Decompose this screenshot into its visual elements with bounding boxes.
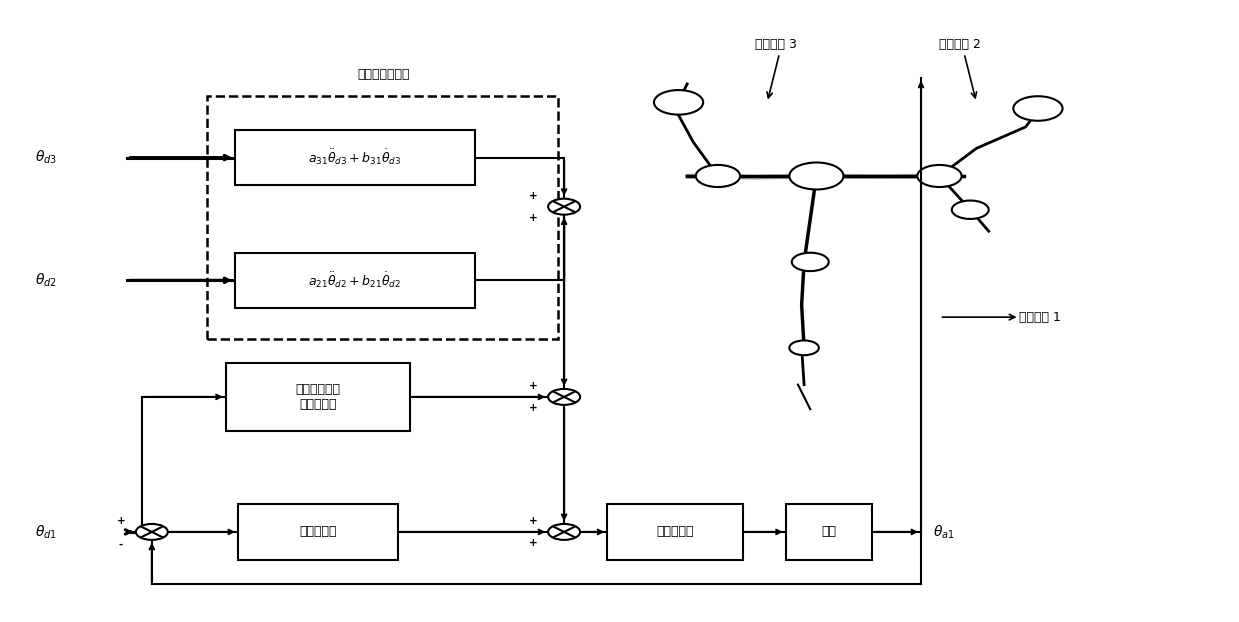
Text: +: +	[529, 190, 538, 201]
Circle shape	[789, 162, 844, 190]
Text: 反馈控制器: 反馈控制器	[300, 526, 337, 539]
Text: 伺服驱动器: 伺服驱动器	[657, 526, 694, 539]
Circle shape	[548, 389, 580, 405]
Circle shape	[548, 524, 580, 540]
Text: +: +	[529, 381, 538, 391]
Circle shape	[917, 165, 961, 187]
Circle shape	[789, 340, 819, 355]
Text: $\theta_{a1}$: $\theta_{a1}$	[933, 523, 955, 541]
FancyBboxPatch shape	[225, 363, 410, 430]
Circle shape	[952, 200, 989, 219]
Text: $a_{31}\ddot{\theta}_{d3}+b_{31}\dot{\theta}_{d3}$: $a_{31}\ddot{\theta}_{d3}+b_{31}\dot{\th…	[309, 148, 401, 167]
Text: 驱动关节 3: 驱动关节 3	[755, 37, 797, 50]
Text: +: +	[529, 538, 538, 548]
Text: 速度、加速度
前馈控制器: 速度、加速度 前馈控制器	[295, 383, 341, 411]
FancyBboxPatch shape	[235, 130, 475, 185]
Circle shape	[654, 90, 704, 114]
Text: 耦合前馈控制器: 耦合前馈控制器	[357, 68, 409, 81]
Text: $a_{21}\ddot{\theta}_{d2}+b_{21}\dot{\theta}_{d2}$: $a_{21}\ddot{\theta}_{d2}+b_{21}\dot{\th…	[309, 271, 401, 290]
Text: 驱动关节 1: 驱动关节 1	[1020, 310, 1062, 323]
Text: $\theta_{d1}$: $\theta_{d1}$	[35, 523, 57, 541]
Circle shape	[696, 165, 740, 187]
Text: -: -	[119, 540, 123, 550]
Text: $\theta_{d3}$: $\theta_{d3}$	[35, 149, 57, 166]
FancyBboxPatch shape	[235, 253, 475, 308]
Text: +: +	[529, 403, 538, 413]
FancyBboxPatch shape	[607, 504, 742, 560]
Circle shape	[548, 198, 580, 215]
Text: 电机: 电机	[821, 526, 836, 539]
Text: 驱动关节 2: 驱动关节 2	[939, 37, 981, 50]
FancyBboxPatch shape	[238, 504, 398, 560]
Text: $\theta_{d2}$: $\theta_{d2}$	[35, 272, 57, 289]
Text: +: +	[529, 516, 538, 526]
Text: +: +	[529, 213, 538, 223]
FancyBboxPatch shape	[786, 504, 872, 560]
Circle shape	[792, 253, 829, 271]
Text: +: +	[116, 516, 125, 526]
Circle shape	[136, 524, 167, 540]
Circle shape	[1014, 96, 1063, 121]
Bar	[207, 96, 558, 338]
